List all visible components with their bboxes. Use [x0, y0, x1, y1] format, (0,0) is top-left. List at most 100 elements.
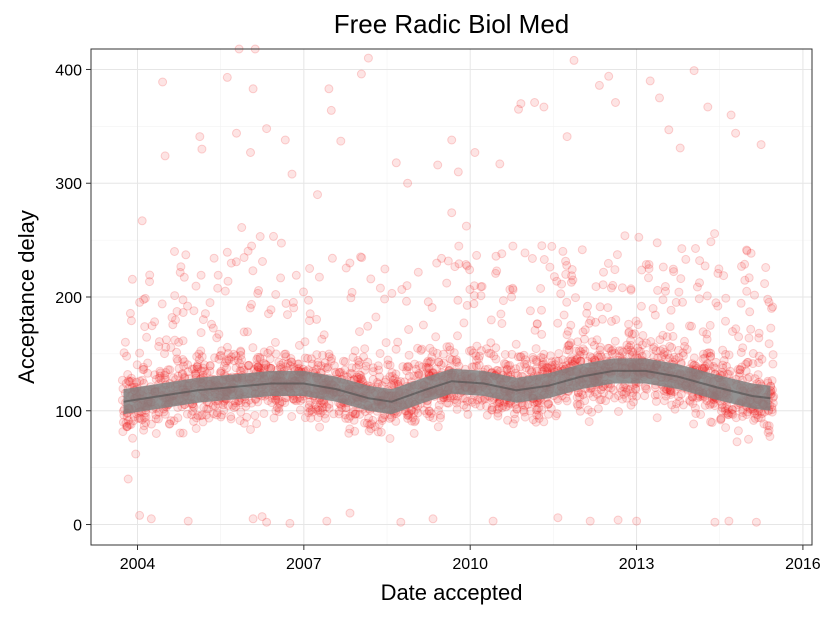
data-point	[619, 389, 629, 399]
data-point	[522, 359, 532, 369]
major-gridlines	[91, 49, 812, 545]
data-point	[628, 388, 638, 398]
data-point	[231, 363, 241, 373]
data-point	[312, 350, 322, 360]
data-point	[765, 432, 775, 441]
data-point	[699, 349, 708, 359]
data-point	[381, 338, 391, 348]
data-point	[611, 315, 621, 325]
data-point	[182, 409, 192, 419]
data-point	[345, 508, 355, 518]
data-point	[520, 359, 530, 369]
data-point	[387, 288, 397, 298]
data-point	[300, 413, 310, 423]
data-point	[223, 401, 233, 410]
data-point	[209, 409, 218, 419]
data-point	[426, 409, 436, 418]
data-point	[571, 293, 580, 303]
data-point	[753, 413, 763, 423]
data-point	[553, 513, 563, 523]
data-point	[409, 371, 419, 381]
data-point	[539, 255, 549, 264]
data-point	[641, 260, 651, 269]
data-point	[444, 398, 453, 408]
data-point	[721, 349, 731, 359]
data-point	[188, 406, 198, 416]
data-point	[552, 409, 562, 419]
data-point	[450, 262, 460, 272]
data-point	[743, 407, 753, 417]
data-point	[583, 301, 592, 311]
data-point	[411, 415, 420, 425]
data-point	[750, 413, 760, 423]
data-point	[313, 358, 323, 368]
data-point	[374, 365, 384, 375]
data-point	[125, 377, 135, 387]
data-point	[242, 412, 252, 422]
data-point	[764, 339, 774, 349]
data-point	[120, 337, 130, 347]
data-point	[377, 414, 387, 424]
data-point	[665, 322, 675, 332]
data-point	[452, 398, 461, 408]
data-point	[700, 353, 710, 363]
data-point	[580, 325, 590, 335]
data-point	[254, 363, 264, 373]
data-point	[274, 357, 284, 367]
data-point	[398, 362, 408, 372]
data-point	[716, 413, 726, 423]
data-point	[404, 350, 414, 360]
data-point	[748, 359, 758, 369]
data-point	[173, 371, 183, 381]
data-point	[748, 349, 758, 358]
data-point	[754, 358, 764, 368]
data-point	[692, 282, 702, 292]
data-point	[500, 350, 510, 359]
data-point	[404, 325, 414, 334]
data-point	[614, 407, 623, 416]
data-point	[644, 264, 654, 274]
data-point	[595, 302, 605, 312]
data-point	[595, 395, 605, 405]
data-point	[318, 406, 328, 415]
data-point	[183, 360, 193, 370]
data-point	[143, 358, 153, 368]
data-point	[598, 280, 608, 290]
data-point	[276, 360, 286, 370]
data-point	[575, 392, 585, 402]
data-point	[391, 158, 401, 168]
data-point	[387, 371, 397, 381]
data-point	[689, 66, 699, 76]
data-point	[633, 343, 643, 353]
data-point	[705, 400, 715, 410]
data-point	[434, 400, 444, 410]
data-point	[740, 275, 750, 285]
data-point	[507, 349, 517, 359]
data-point	[402, 296, 411, 306]
data-point	[709, 362, 719, 371]
data-point	[476, 346, 486, 356]
data-point	[231, 257, 241, 267]
data-point	[531, 417, 541, 427]
data-point	[259, 347, 269, 357]
data-point	[587, 353, 597, 363]
data-point	[271, 349, 281, 359]
data-point	[553, 356, 563, 366]
data-point	[482, 344, 492, 354]
data-point	[470, 148, 480, 157]
data-point	[334, 368, 344, 378]
data-point	[573, 401, 583, 411]
data-point	[142, 332, 152, 342]
data-point	[546, 362, 556, 372]
data-point	[501, 402, 511, 412]
data-point	[539, 349, 549, 359]
data-point	[678, 351, 688, 361]
data-point	[700, 361, 710, 371]
data-point	[373, 361, 383, 371]
data-point	[475, 351, 484, 361]
data-point	[503, 361, 513, 371]
data-point	[610, 265, 620, 275]
data-point	[767, 376, 777, 386]
data-point	[173, 356, 183, 366]
data-point	[505, 360, 515, 370]
